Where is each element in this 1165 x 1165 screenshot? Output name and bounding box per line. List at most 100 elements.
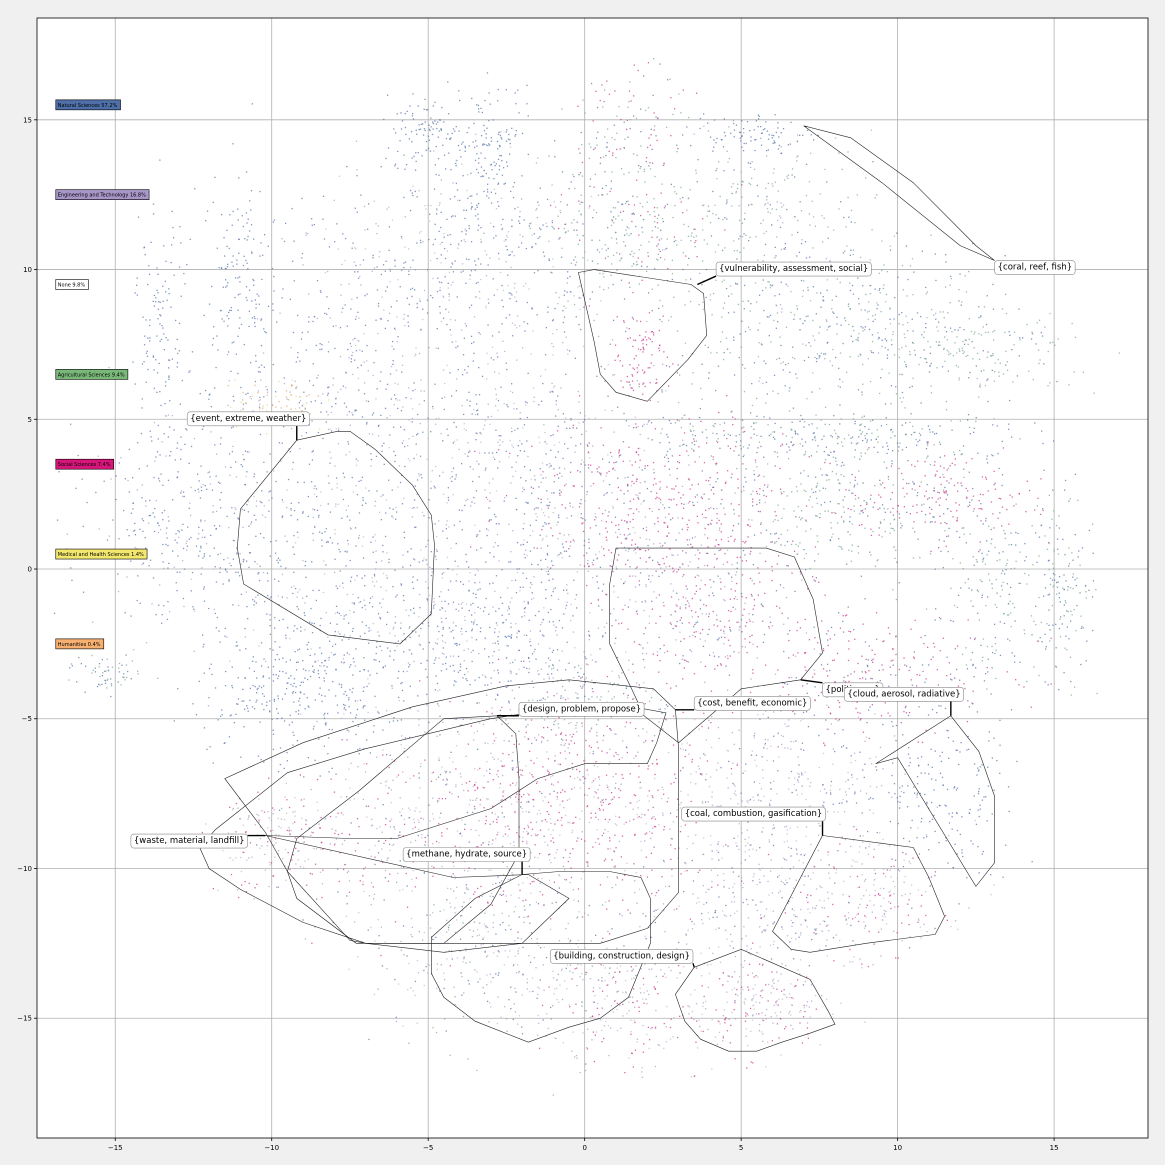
scatter-point — [194, 489, 196, 492]
scatter-point — [199, 497, 202, 499]
scatter-point — [207, 705, 210, 707]
scatter-point — [312, 516, 315, 519]
scatter-point — [699, 588, 701, 590]
scatter-point — [514, 659, 516, 661]
scatter-point — [829, 260, 831, 262]
scatter-point — [540, 547, 542, 549]
scatter-point — [814, 439, 817, 441]
scatter-point — [605, 536, 607, 538]
scatter-point — [715, 463, 717, 465]
scatter-point — [510, 551, 512, 553]
scatter-point — [92, 621, 94, 623]
scatter-point — [718, 519, 720, 522]
scatter-point — [313, 622, 315, 625]
scatter-point — [229, 715, 231, 717]
scatter-point — [569, 471, 572, 473]
scatter-point — [290, 675, 292, 677]
scatter-point — [594, 513, 596, 515]
scatter-point — [572, 506, 574, 508]
scatter-point — [683, 638, 685, 640]
scatter-point — [335, 605, 338, 607]
scatter-point — [148, 273, 151, 275]
scatter-point — [396, 594, 398, 596]
scatter-point — [510, 634, 513, 636]
scatter-point — [628, 548, 630, 550]
scatter-point — [822, 299, 824, 301]
scatter-point — [659, 481, 661, 483]
scatter-point — [507, 587, 509, 589]
scatter-point — [495, 208, 498, 210]
scatter-point — [314, 759, 316, 761]
scatter-point — [913, 271, 915, 273]
scatter-point — [527, 603, 529, 605]
scatter-point — [944, 286, 947, 288]
scatter-point — [325, 612, 327, 614]
scatter-point — [636, 508, 638, 510]
scatter-point — [636, 610, 638, 612]
scatter-point — [792, 540, 794, 542]
scatter-point — [164, 385, 167, 387]
scatter-point — [757, 329, 759, 331]
scatter-point — [898, 356, 900, 359]
scatter-point — [501, 602, 504, 604]
scatter-point — [355, 458, 357, 460]
scatter-point — [428, 721, 430, 723]
scatter-point — [254, 317, 256, 320]
scatter-point — [868, 428, 870, 430]
scatter-point — [471, 628, 473, 630]
scatter-point — [517, 315, 519, 317]
scatter-point — [445, 524, 447, 526]
scatter-point — [699, 632, 702, 634]
scatter-point — [179, 226, 181, 228]
scatter-point — [818, 357, 820, 359]
scatter-point — [476, 534, 478, 536]
scatter-point — [220, 491, 222, 494]
scatter-point — [862, 383, 864, 385]
scatter-point — [259, 371, 261, 373]
scatter-point — [776, 312, 779, 314]
scatter-point — [155, 359, 157, 361]
scatter-point — [432, 607, 435, 609]
scatter-point — [213, 568, 215, 570]
scatter-point — [877, 304, 879, 306]
scatter-point — [402, 670, 405, 673]
scatter-point — [591, 577, 594, 579]
scatter-point — [342, 658, 345, 660]
scatter-point — [671, 554, 673, 556]
scatter-point — [763, 633, 766, 636]
scatter-point — [434, 556, 436, 558]
scatter-point — [327, 636, 329, 638]
scatter-point — [556, 329, 558, 331]
scatter-point — [543, 255, 546, 257]
scatter-point — [410, 548, 412, 550]
scatter-point — [473, 316, 476, 318]
scatter-point — [537, 237, 539, 239]
scatter-point — [648, 575, 650, 577]
scatter-point — [504, 350, 506, 353]
scatter-point — [695, 235, 698, 237]
scatter-point — [652, 653, 654, 655]
scatter-point — [694, 536, 696, 538]
scatter-point — [404, 246, 406, 248]
scatter-point — [704, 665, 707, 667]
scatter-point — [258, 303, 260, 305]
scatter-point — [171, 415, 174, 417]
scatter-point — [463, 209, 465, 211]
scatter-point — [402, 440, 405, 442]
scatter-point — [472, 592, 474, 594]
scatter-point — [213, 326, 215, 328]
scatter-point — [564, 507, 567, 509]
scatter-point — [573, 540, 576, 542]
scatter-point — [388, 561, 390, 564]
scatter-point — [480, 227, 482, 229]
scatter-point — [681, 485, 684, 488]
scatter-point — [287, 478, 290, 481]
scatter-point — [495, 523, 498, 525]
scatter-point — [414, 269, 417, 271]
scatter-point — [200, 545, 202, 548]
scatter-point — [755, 422, 757, 424]
scatter-point — [484, 648, 486, 650]
scatter-point — [531, 246, 533, 249]
scatter-point — [905, 422, 907, 424]
